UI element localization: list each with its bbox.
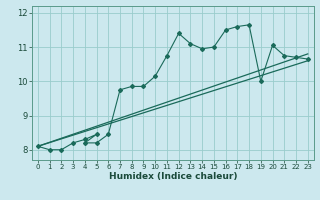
X-axis label: Humidex (Indice chaleur): Humidex (Indice chaleur): [108, 172, 237, 181]
